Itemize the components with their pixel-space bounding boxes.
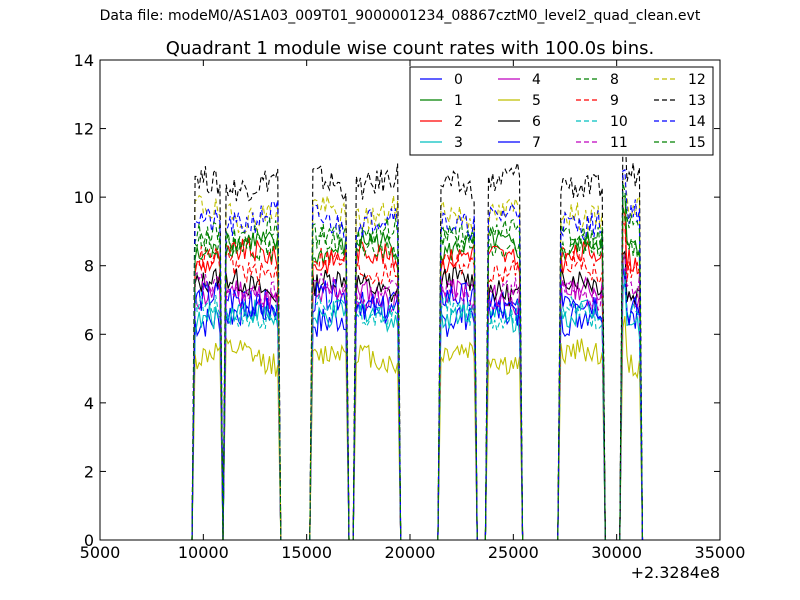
x-tick-label: 20000: [385, 543, 436, 562]
x-tick-label: 35000: [695, 543, 746, 562]
series-line-10: [191, 263, 644, 540]
legend-label-7: 7: [532, 135, 541, 151]
legend-label-5: 5: [532, 93, 541, 109]
legend-label-9: 9: [610, 93, 619, 109]
legend-label-10: 10: [610, 114, 628, 130]
x-axis-offset-label: +2.3284e8: [631, 563, 720, 582]
y-tick-label: 6: [84, 325, 94, 344]
x-tick-label: 10000: [178, 543, 229, 562]
series-line-5: [191, 316, 644, 540]
legend-label-4: 4: [532, 72, 541, 88]
legend-label-14: 14: [688, 114, 706, 130]
y-tick-label: 8: [84, 257, 94, 276]
y-tick-label: 4: [84, 394, 94, 413]
legend-label-8: 8: [610, 72, 619, 88]
legend-label-6: 6: [532, 114, 541, 130]
legend-label-11: 11: [610, 135, 628, 151]
legend-label-12: 12: [688, 72, 706, 88]
series-line-4: [191, 265, 644, 540]
legend-label-1: 1: [454, 93, 463, 109]
legend-label-3: 3: [454, 135, 463, 151]
y-tick-label: 10: [74, 188, 94, 207]
legend-label-13: 13: [688, 93, 706, 109]
series-line-8: [191, 203, 644, 540]
x-tick-label: 30000: [591, 543, 642, 562]
x-tick-label: 25000: [488, 543, 539, 562]
legend-label-2: 2: [454, 114, 463, 130]
axes: 5000 10000 15000 20000 25000 30000 35000 0 2 4 6 8 1…: [74, 51, 746, 562]
x-tick-label: 15000: [281, 543, 332, 562]
series-line-11: [191, 255, 644, 540]
legend-box: [409, 66, 714, 156]
series-line-3: [191, 282, 644, 540]
chart-title: Quadrant 1 module wise count rates with …: [166, 38, 655, 59]
series-line-15: [191, 182, 644, 540]
y-tick-label: 14: [74, 51, 94, 70]
series-line-6: [191, 250, 644, 540]
figure-suptitle: Data file: modeM0/AS1A03_009T01_90000012…: [99, 8, 701, 24]
series-line-9: [191, 223, 644, 540]
legend-label-0: 0: [454, 72, 463, 88]
series-line-7: [191, 268, 644, 540]
series-layer: [191, 127, 644, 540]
series-line-13: [191, 127, 644, 540]
legend-label-15: 15: [688, 135, 706, 151]
y-tick-label: 0: [84, 531, 94, 550]
y-tick-label: 2: [84, 462, 94, 481]
x-tick-label: 5000: [80, 543, 121, 562]
series-line-14: [191, 168, 644, 540]
y-tick-label: 12: [74, 120, 94, 139]
